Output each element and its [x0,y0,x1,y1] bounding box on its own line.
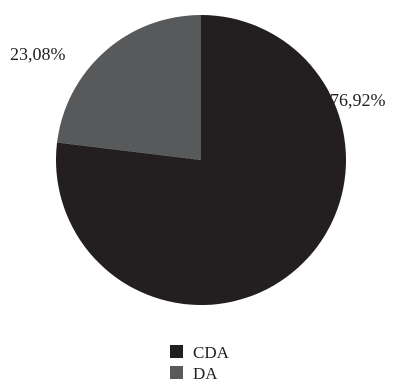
pie-slice-da [57,15,202,160]
legend: CDA DA [170,343,230,383]
legend-swatch-da [170,366,183,379]
legend-swatch-cda [170,345,183,358]
legend-label-da: DA [193,364,218,383]
slice-label-cda: 76,92% [330,90,386,110]
pie-slices [55,15,346,305]
slice-label-da: 23,08% [10,44,66,64]
legend-label-cda: CDA [193,343,230,362]
pie-slice-cda [55,15,346,305]
